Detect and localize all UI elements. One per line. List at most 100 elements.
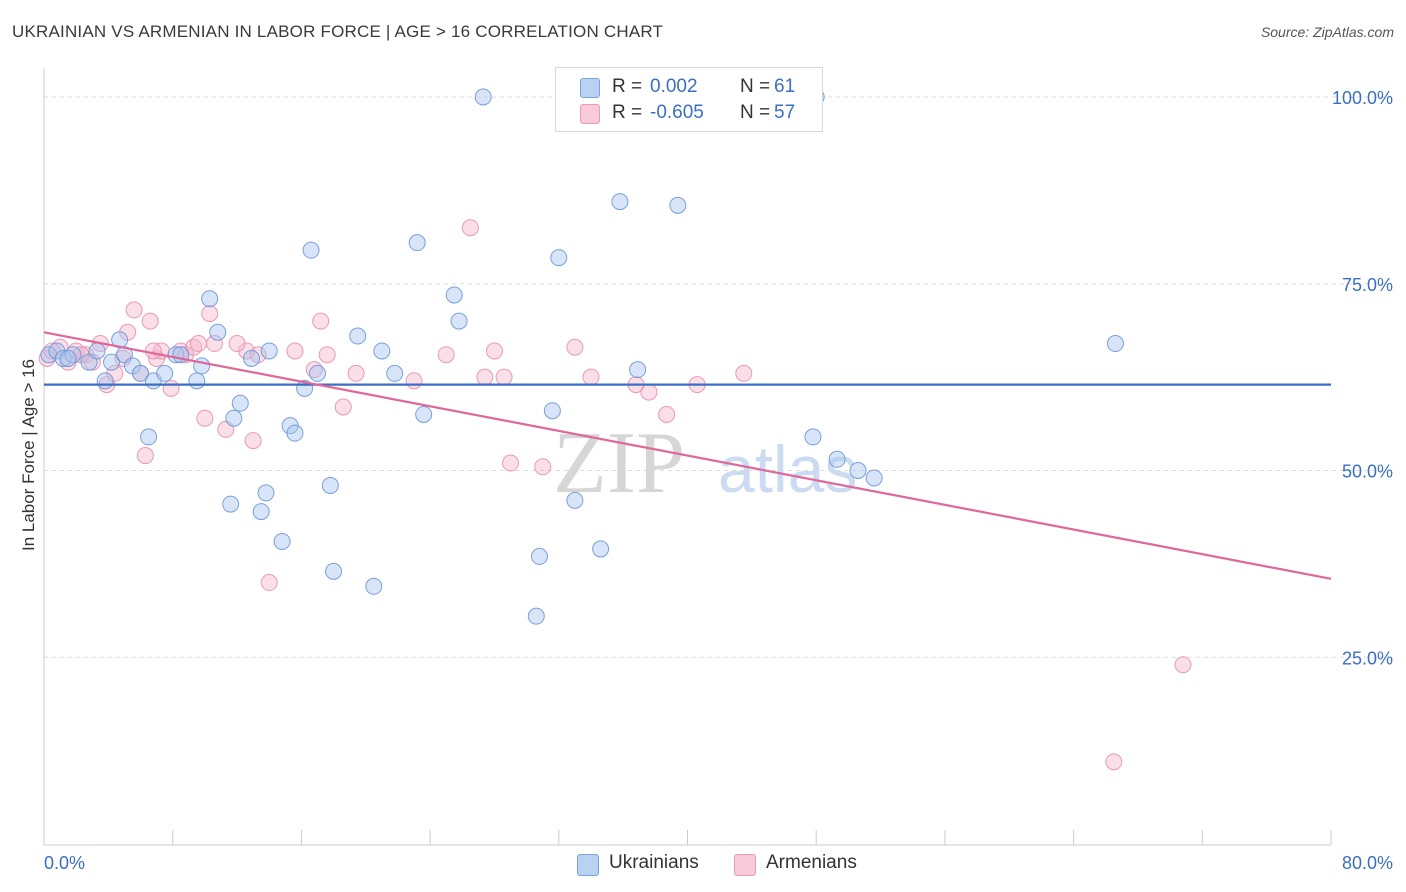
data-point	[566, 491, 584, 509]
y-tick-label: 75.0%	[1342, 275, 1393, 295]
data-point	[88, 342, 106, 360]
data-point	[629, 361, 647, 379]
series-armenians	[38, 219, 1192, 771]
data-point	[209, 323, 227, 341]
bottom-legend-swatch-blue	[577, 854, 599, 876]
data-point	[543, 402, 561, 420]
trend-lines	[43, 331, 1332, 580]
data-point	[156, 364, 174, 382]
data-point	[257, 484, 275, 502]
axes	[43, 68, 1332, 846]
legend-r-value: -0.605	[650, 102, 704, 123]
data-point	[206, 335, 224, 353]
data-point	[1106, 335, 1124, 353]
y-tick-label: 50.0%	[1342, 462, 1393, 482]
watermark-zip: ZIP	[553, 415, 685, 512]
data-point	[640, 383, 658, 401]
legend-n-value: 61	[774, 76, 796, 97]
data-point	[228, 335, 246, 353]
data-point	[125, 301, 143, 319]
data-point	[140, 428, 158, 446]
data-point	[162, 379, 180, 397]
data-point	[865, 469, 883, 487]
data-point	[669, 196, 687, 214]
data-point	[534, 458, 552, 476]
data-point	[347, 364, 365, 382]
legend-r-label: R =	[612, 102, 643, 123]
data-point	[476, 368, 494, 386]
data-point	[243, 349, 261, 367]
legend-swatch-pink	[580, 104, 600, 124]
data-point	[144, 342, 162, 360]
data-point	[103, 353, 121, 371]
source-label: Source: ZipAtlas.com	[1260, 24, 1394, 40]
data-point	[201, 290, 219, 308]
data-point	[260, 342, 278, 360]
data-point	[474, 88, 492, 106]
data-point	[485, 342, 503, 360]
data-point	[527, 607, 545, 625]
data-point	[252, 503, 270, 521]
data-point	[445, 286, 463, 304]
data-point	[334, 398, 352, 416]
data-point	[405, 372, 423, 390]
data-point	[273, 532, 291, 550]
data-point	[495, 368, 513, 386]
data-point	[136, 447, 154, 465]
data-point	[231, 394, 249, 412]
data-point	[308, 364, 326, 382]
legend-n-value: 57	[774, 102, 796, 123]
x-tick-label: 0.0%	[44, 853, 85, 873]
data-point	[1174, 656, 1192, 674]
data-point	[196, 409, 214, 427]
y-tick-label: 100.0%	[1332, 88, 1393, 108]
data-point	[566, 338, 584, 356]
grid-lines	[44, 96, 1392, 658]
data-point	[54, 349, 72, 367]
data-point	[349, 327, 367, 345]
legend-r-value: 0.002	[650, 76, 698, 97]
data-point	[530, 547, 548, 565]
data-point	[502, 454, 520, 472]
data-point	[96, 372, 114, 390]
data-point	[286, 424, 304, 442]
data-point	[592, 540, 610, 558]
data-point	[450, 312, 468, 330]
data-point	[408, 234, 426, 252]
data-point	[373, 342, 391, 360]
watermark-atlas: atlas	[718, 432, 857, 506]
tick-labels: 25.0% 50.0% 75.0% 100.0% 0.0% 80.0%	[44, 88, 1393, 873]
data-point	[658, 405, 676, 423]
data-point	[1105, 753, 1123, 771]
data-point	[302, 241, 320, 259]
data-point	[40, 346, 58, 364]
data-point	[386, 364, 404, 382]
data-point	[582, 368, 600, 386]
data-point	[437, 346, 455, 364]
data-point	[735, 364, 753, 382]
legend-r-label: R =	[612, 76, 643, 97]
legend-n-label: N =	[740, 102, 771, 123]
data-point	[59, 349, 77, 367]
bottom-legend-label: Ukrainians	[609, 852, 699, 873]
series-ukrainians	[40, 88, 1124, 625]
data-point	[321, 476, 339, 494]
data-point	[804, 428, 822, 446]
data-point	[286, 342, 304, 360]
data-point	[141, 312, 159, 330]
data-point	[188, 372, 206, 390]
data-point	[201, 305, 219, 323]
data-point	[312, 312, 330, 330]
y-tick-label: 25.0%	[1342, 648, 1393, 668]
data-point	[365, 577, 383, 595]
bottom-legend-swatch-pink	[734, 854, 756, 876]
data-point	[828, 450, 846, 468]
y-axis-label: In Labor Force | Age > 16	[19, 359, 38, 551]
data-point	[550, 249, 568, 267]
data-point	[611, 193, 629, 211]
data-point	[849, 462, 867, 479]
data-point	[132, 364, 150, 382]
data-point	[325, 562, 343, 580]
data-point	[260, 574, 278, 592]
